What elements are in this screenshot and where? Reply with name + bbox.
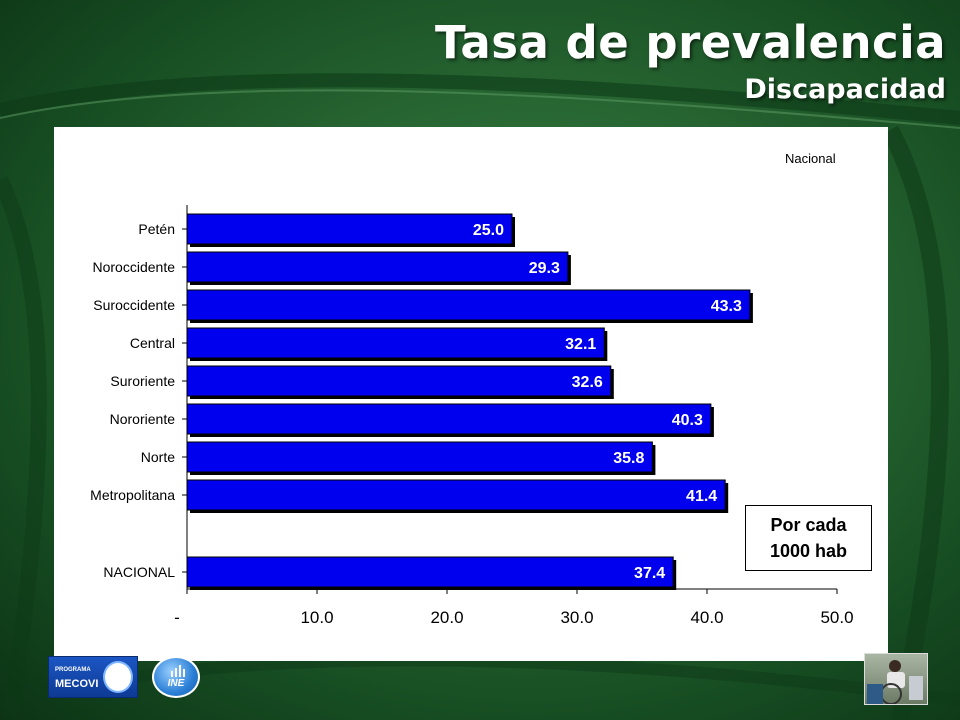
unit-note: Por cada 1000 hab — [745, 505, 872, 571]
data-label: 41.4 — [686, 488, 717, 505]
data-label: 40.3 — [672, 412, 703, 429]
category-label: Noroccidente — [93, 259, 176, 275]
category-label: Suroriente — [110, 373, 175, 389]
bar — [186, 327, 605, 359]
category-label: Suroccidente — [93, 297, 175, 313]
bar — [186, 365, 612, 397]
bar — [186, 289, 751, 321]
unit-note-line1: Por cada — [770, 515, 847, 535]
category-label: Norte — [141, 449, 175, 465]
wheelchair-icon — [867, 660, 923, 704]
mecovi-logo-text: MECOVI — [55, 678, 99, 690]
people-icon — [103, 661, 133, 693]
x-tick-label: 20.0 — [430, 608, 463, 627]
data-label: 29.3 — [529, 260, 560, 277]
category-label: NACIONAL — [103, 564, 175, 580]
x-tick-label: - — [174, 608, 180, 627]
x-tick-label: 50.0 — [820, 608, 853, 627]
data-label: 37.4 — [634, 565, 665, 582]
category-label: Central — [130, 335, 175, 351]
data-label: 32.1 — [565, 336, 596, 353]
x-tick-label: 30.0 — [560, 608, 593, 627]
data-label: 32.6 — [572, 374, 603, 391]
unit-note-line2: 1000 hab — [769, 541, 848, 561]
chart-panel: - 10.0 20.0 30.0 40.0 50.0 Petén 25.0 Norocciden… — [54, 127, 888, 661]
data-label: 35.8 — [613, 450, 644, 467]
bar — [186, 556, 674, 588]
page-subtitle: Discapacidad — [744, 74, 946, 105]
page-title: Tasa de prevalencia — [434, 16, 946, 69]
mecovi-logo: PROGRAMA MECOVI — [48, 656, 138, 698]
bar-chart: - 10.0 20.0 30.0 40.0 50.0 Petén 25.0 Norocciden… — [90, 205, 854, 627]
mecovi-logo-small-text: PROGRAMA — [55, 667, 91, 673]
legend-label: Nacional — [785, 151, 836, 166]
ine-logo-text: INE — [167, 678, 185, 689]
bar — [186, 479, 726, 511]
wheelchair-photo — [864, 653, 928, 705]
x-tick-label: 40.0 — [690, 608, 723, 627]
ine-logo: INE — [152, 656, 200, 698]
bar — [186, 403, 712, 435]
data-label: 25.0 — [473, 222, 504, 239]
category-label: Petén — [138, 221, 175, 237]
category-label: Nororiente — [110, 411, 176, 427]
bar-chart-icon — [171, 665, 185, 677]
bar — [186, 213, 513, 245]
x-tick-label: 10.0 — [300, 608, 333, 627]
category-label: Metropolitana — [90, 487, 175, 503]
bar — [186, 441, 653, 473]
data-label: 43.3 — [711, 298, 742, 315]
bar — [186, 251, 569, 283]
